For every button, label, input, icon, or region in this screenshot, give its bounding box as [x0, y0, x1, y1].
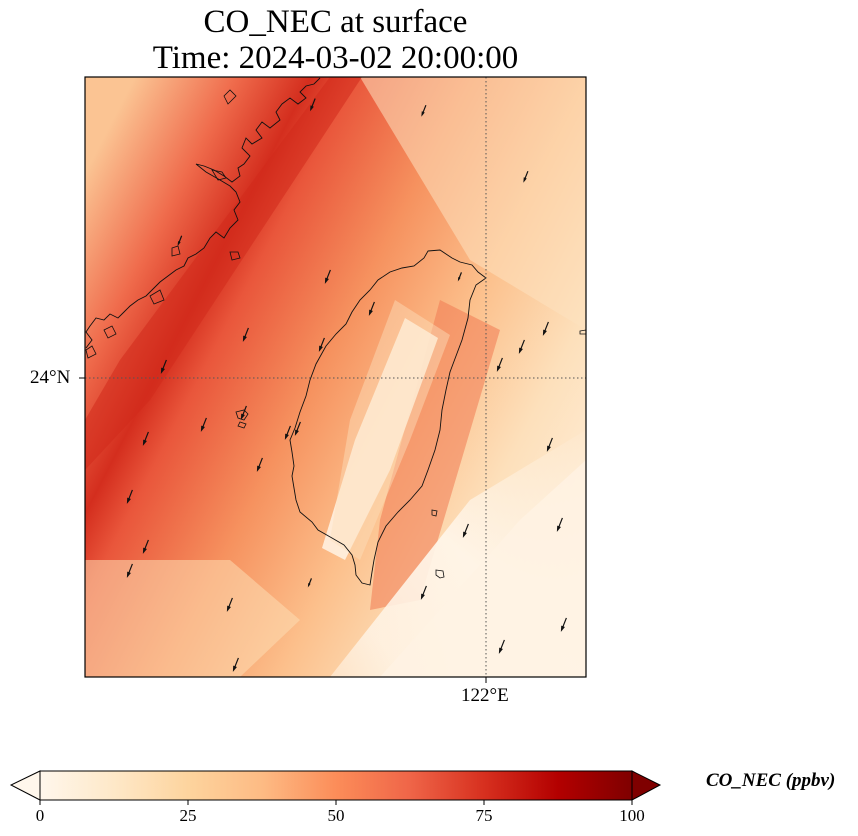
map-subtitle-time: Time: 2024-03-02 20:00:00	[152, 40, 519, 76]
wind-arrow	[256, 457, 263, 472]
colorbar	[9, 770, 662, 805]
colorbar-tick-label: 50	[327, 806, 345, 825]
wind-arrow	[318, 337, 325, 352]
wind-arrow	[462, 523, 469, 538]
wind-arrow	[177, 235, 183, 247]
coastline-orchid-island	[435, 569, 445, 579]
map-frame	[84, 76, 587, 678]
wind-arrow	[498, 639, 505, 654]
coastline-small-east	[579, 329, 586, 335]
wind-arrow	[420, 585, 427, 600]
coastline-green-island	[431, 509, 438, 517]
wind-arrow	[160, 359, 167, 374]
colorbar-extend-max	[631, 770, 662, 801]
wind-vectors	[126, 98, 567, 672]
wind-arrow	[324, 269, 331, 284]
map-title: CO_NEC at surface	[203, 4, 468, 40]
wind-arrow	[284, 425, 291, 440]
wind-arrow	[294, 421, 301, 436]
lat-tick-label: 24°N	[30, 367, 71, 388]
wind-arrow	[226, 597, 233, 612]
coastline-china	[85, 77, 321, 349]
wind-arrow	[200, 417, 207, 432]
wind-arrow	[542, 321, 549, 336]
colorbar-tick-label: 100	[619, 806, 645, 825]
wind-arrow	[240, 405, 247, 420]
wind-arrow	[496, 357, 503, 372]
field-region-northeast	[360, 77, 586, 330]
wind-arrow	[523, 170, 529, 183]
wind-arrow	[126, 489, 133, 504]
wind-arrow	[232, 657, 239, 672]
coastline-china-islands	[85, 89, 241, 359]
wind-arrow	[560, 617, 567, 632]
wind-arrow	[307, 578, 312, 588]
colorbar-gradient	[39, 770, 633, 801]
map-plot	[79, 76, 587, 683]
wind-arrow	[556, 517, 563, 532]
wind-arrow	[142, 539, 149, 554]
colorbar-ticks	[39, 800, 633, 805]
wind-arrow	[546, 437, 553, 452]
coastline-penghu	[235, 409, 249, 429]
colorbar-tick-label: 25	[179, 806, 197, 825]
colorbar-tick-label: 75	[475, 806, 493, 825]
colorbar-tick-label: 0	[35, 806, 45, 825]
wind-arrow	[368, 301, 375, 316]
wind-arrow	[142, 431, 149, 446]
wind-arrow	[242, 327, 249, 342]
colorbar-extend-min	[9, 770, 41, 801]
wind-arrow	[457, 272, 462, 282]
field-high-band	[85, 77, 362, 470]
wind-arrow	[421, 104, 427, 117]
colorbar-label: CO_NEC (ppbv)	[706, 770, 836, 791]
wind-arrow	[310, 98, 316, 112]
concentration-field	[85, 77, 586, 677]
field-band-east	[370, 300, 500, 610]
wind-arrow	[126, 563, 133, 578]
lon-tick-label: 122°E	[461, 685, 509, 706]
coastline-taiwan	[289, 249, 487, 586]
wind-arrow	[518, 339, 525, 354]
